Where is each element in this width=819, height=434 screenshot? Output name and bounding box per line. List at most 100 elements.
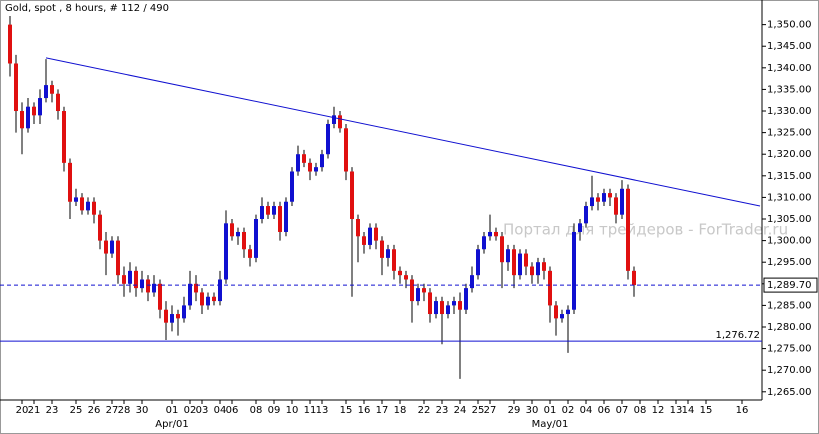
x-tick-label: 27 — [484, 405, 497, 416]
x-tick-label: 16 — [358, 405, 371, 416]
x-tick-label: 13 — [316, 405, 329, 416]
candle-body — [410, 279, 414, 302]
y-tick-label: 1,280.00 — [767, 322, 812, 333]
candle-body — [476, 249, 480, 276]
candle-body — [80, 197, 84, 211]
candle-body — [8, 24, 12, 64]
y-tick-label: 1,295.00 — [767, 257, 812, 268]
candle-body — [182, 305, 186, 319]
candle-body — [500, 236, 504, 263]
candle-body — [596, 197, 600, 202]
candle-body — [44, 85, 48, 99]
x-tick-label: 25 — [472, 405, 485, 416]
candle-body — [350, 171, 354, 220]
x-tick-label: 30 — [136, 405, 149, 416]
candle-body — [470, 275, 474, 289]
line-label: 1,276.72 — [715, 330, 760, 341]
x-tick-label: 01 — [544, 405, 557, 416]
candle-body — [326, 123, 330, 155]
x-tick-label: 12 — [652, 405, 665, 416]
candle-body — [212, 296, 216, 302]
candle-body — [542, 262, 546, 271]
candle-body — [332, 115, 336, 124]
candle-body — [320, 154, 324, 168]
candle-body — [62, 111, 66, 163]
candle-body — [32, 106, 36, 116]
candle-body — [536, 262, 540, 276]
x-tick-label: 07 — [616, 405, 629, 416]
x-tick-label: 15 — [340, 405, 353, 416]
candle-body — [356, 219, 360, 237]
candle-body — [512, 249, 516, 276]
candle-body — [578, 223, 582, 232]
candle-body — [584, 206, 588, 224]
candle-body — [494, 231, 498, 237]
candle-body — [278, 206, 282, 232]
x-tick-label: 06 — [226, 405, 239, 416]
x-tick-label: 20 — [16, 405, 29, 416]
candle-body — [464, 288, 468, 310]
candle-body — [626, 188, 630, 271]
x-tick-label: 09 — [268, 405, 281, 416]
candle-body — [254, 219, 258, 258]
x-tick-label: 23 — [46, 405, 59, 416]
candle-body — [398, 270, 402, 276]
candle-body — [416, 288, 420, 302]
x-tick-label: 22 — [418, 405, 431, 416]
candle-body — [284, 201, 288, 232]
y-tick-label: 1,330.00 — [767, 106, 812, 117]
candle-body — [614, 197, 618, 215]
y-tick-label: 1,345.00 — [767, 41, 812, 52]
candle-body — [560, 314, 564, 319]
y-tick-label: 1,340.00 — [767, 63, 812, 74]
candle-body — [452, 301, 456, 306]
x-tick-label: 24 — [454, 405, 467, 416]
x-tick-label: 18 — [394, 405, 407, 416]
candle-body — [86, 201, 90, 211]
candle-body — [404, 275, 408, 280]
watermark: Портал для трейдеров - ForTrader.ru — [503, 221, 788, 239]
y-tick-label: 1,335.00 — [767, 84, 812, 95]
month-label: Apr/01 — [155, 419, 188, 430]
candle-body — [296, 154, 300, 172]
candle-body — [530, 266, 534, 276]
candle-body — [368, 227, 372, 245]
candle-body — [50, 85, 54, 94]
candle-body — [38, 98, 42, 116]
candle-body — [362, 236, 366, 245]
candle-body — [236, 231, 240, 237]
candle-body — [140, 279, 144, 289]
candle-body — [116, 240, 120, 276]
candle-body — [422, 288, 426, 293]
x-tick-label: 06 — [598, 405, 611, 416]
x-tick-label: 15 — [700, 405, 713, 416]
candle-body — [266, 206, 270, 215]
candle-body — [56, 93, 60, 112]
candle-body — [68, 162, 72, 202]
candle-body — [206, 296, 210, 306]
candle-body — [458, 301, 462, 310]
candle-body — [152, 283, 156, 293]
x-tick-label: 25 — [70, 405, 83, 416]
candle-body — [242, 231, 246, 250]
x-tick-label: 17 — [376, 405, 389, 416]
y-tick-label: 1,305.00 — [767, 214, 812, 225]
y-tick-label: 1,285.00 — [767, 300, 812, 311]
candle-body — [230, 223, 234, 237]
price-label: 1,289.70 — [767, 280, 812, 291]
x-tick-label: 30 — [526, 405, 539, 416]
candle-body — [308, 162, 312, 172]
y-tick-label: 1,350.00 — [767, 20, 812, 31]
candle-body — [548, 270, 552, 306]
x-tick-label: 04 — [580, 405, 593, 416]
candle-body — [98, 214, 102, 241]
candle-body — [392, 249, 396, 271]
candle-body — [302, 154, 306, 163]
candle-body — [290, 171, 294, 202]
x-tick-label: 14 — [682, 405, 695, 416]
candle-body — [110, 240, 114, 254]
candle-body — [482, 236, 486, 250]
candle-body — [170, 314, 174, 323]
trendline — [45, 57, 761, 207]
